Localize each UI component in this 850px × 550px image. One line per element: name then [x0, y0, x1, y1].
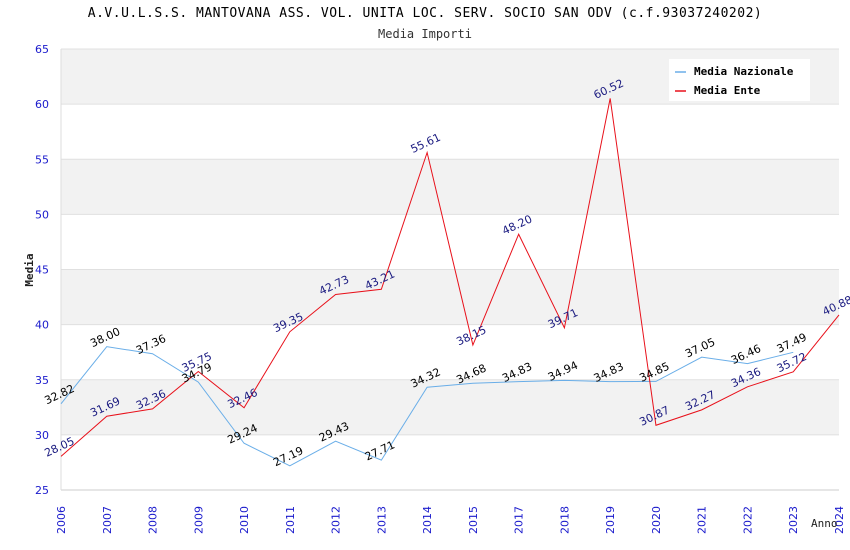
y-tick-label: 30: [35, 429, 49, 442]
y-tick-label: 40: [35, 319, 49, 332]
y-tick-label: 65: [35, 43, 49, 56]
y-tick-label: 25: [35, 484, 49, 497]
plot-bands: [61, 49, 839, 490]
legend: Media Nazionale Media Ente: [669, 59, 810, 101]
x-tick-label: 2008: [147, 506, 160, 534]
x-tick-label: 2013: [375, 506, 388, 534]
y-tick-label: 45: [35, 264, 49, 277]
series-line-media-nazionale: [60, 346, 794, 467]
chart-subtitle: Media Importi: [378, 27, 472, 41]
x-tick-label: 2012: [330, 506, 343, 534]
y-tick-label: 35: [35, 374, 49, 387]
y-tick-label: 50: [35, 208, 49, 221]
legend-label: Media Nazionale: [694, 65, 794, 78]
plot-band: [61, 214, 839, 270]
plot-band: [61, 104, 839, 160]
x-axis-title: Anno: [811, 517, 838, 530]
plot-band: [61, 159, 839, 215]
axes: 25 30 35 40 45 50 55 60 65 2006 2007 2008 2009 2010 20…: [23, 43, 846, 534]
plot-band: [61, 324, 839, 380]
x-tick-label: 2020: [650, 506, 663, 534]
x-tick-label: 2009: [192, 506, 205, 534]
plot-band: [61, 269, 839, 325]
x-tick-label: 2010: [238, 506, 251, 534]
x-tick-label: 2006: [55, 506, 68, 534]
chart-title: A.V.U.L.S.S. MANTOVANA ASS. VOL. UNITA L…: [87, 6, 763, 21]
x-tick-label: 2024: [833, 506, 846, 534]
y-axis-title: Media: [23, 253, 36, 286]
x-tick-label: 2022: [741, 506, 754, 534]
series-lines: [60, 98, 840, 467]
legend-box: [669, 59, 810, 101]
x-tick-label: 2018: [558, 506, 571, 534]
x-tick-label: 2019: [604, 506, 617, 534]
x-tick-label: 2015: [467, 506, 480, 534]
x-tick-label: 2017: [513, 506, 526, 534]
x-tick-label: 2011: [284, 506, 297, 534]
y-tick-label: 60: [35, 98, 49, 111]
x-tick-label: 2023: [787, 506, 800, 534]
x-tick-label: 2021: [696, 506, 709, 534]
x-tick-label: 2007: [101, 506, 114, 534]
gridlines: [61, 48, 839, 491]
plot-band: [61, 379, 839, 435]
plot-band: [61, 434, 839, 490]
y-tick-label: 55: [35, 153, 49, 166]
legend-label: Media Ente: [694, 84, 761, 97]
series-line-media-ente: [60, 98, 840, 457]
x-tick-label: 2014: [421, 506, 434, 534]
